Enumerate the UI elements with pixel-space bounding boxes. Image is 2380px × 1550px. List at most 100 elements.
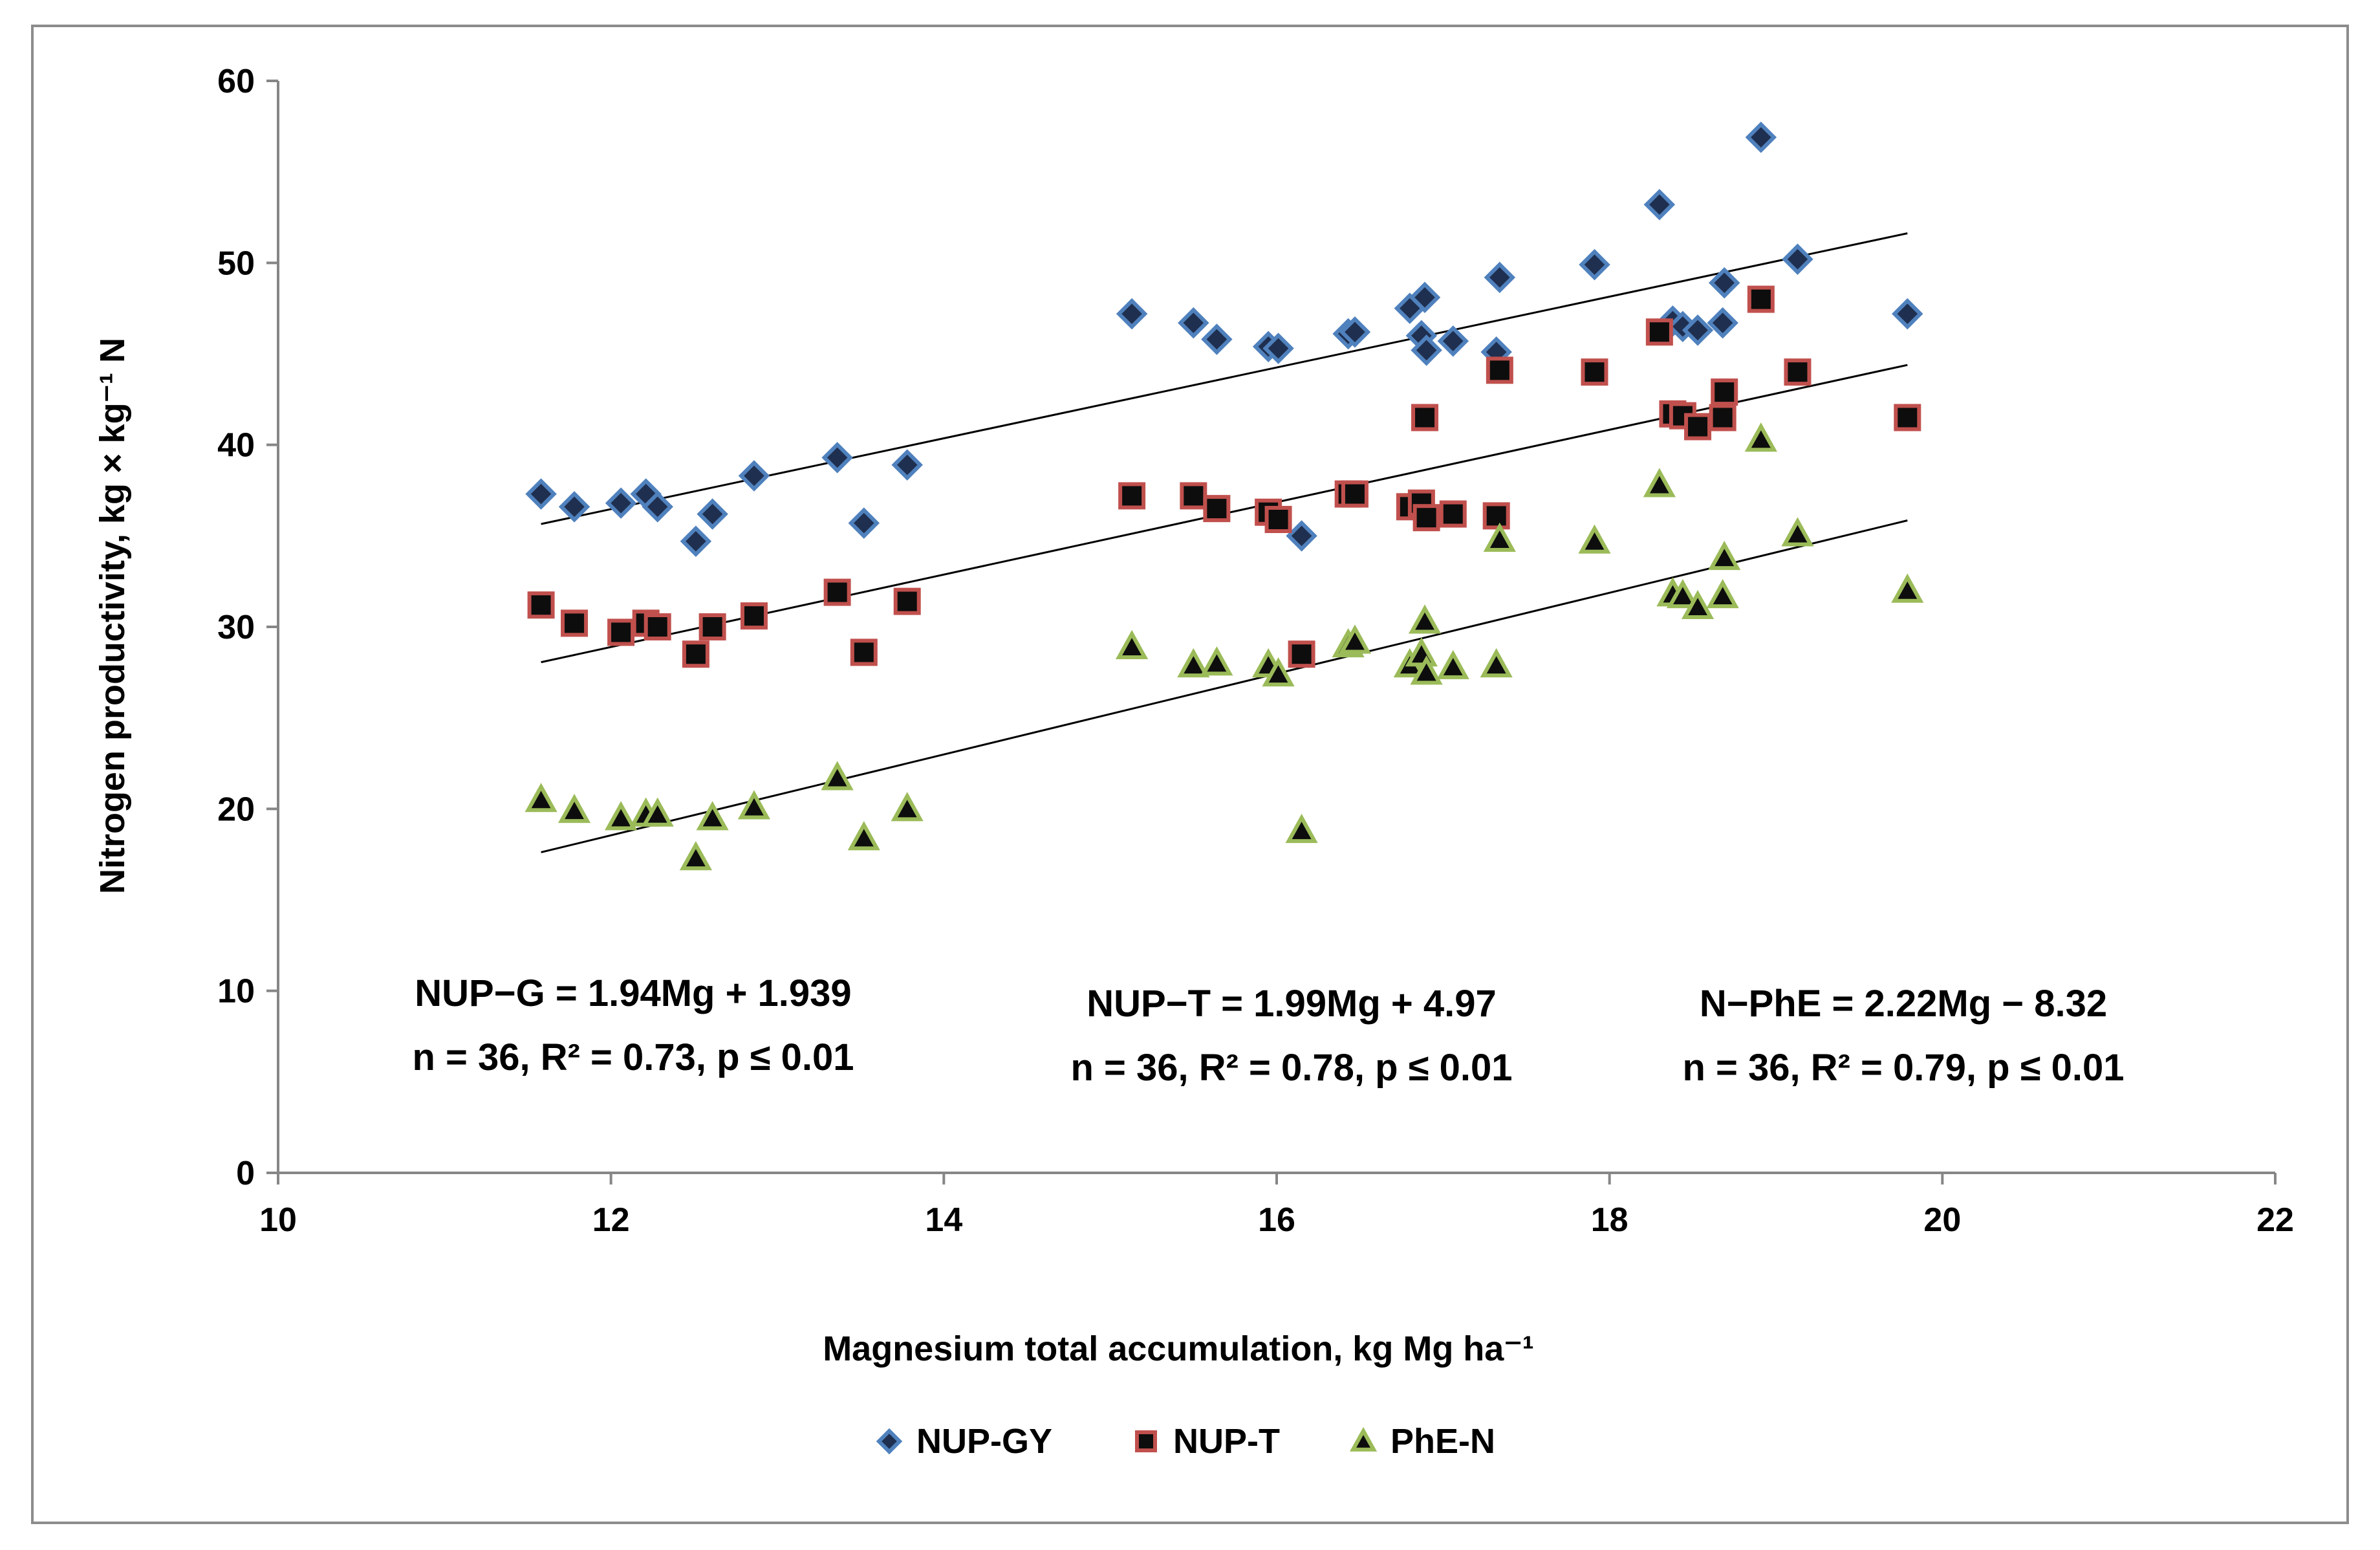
data-point [1262, 333, 1294, 364]
data-point [1339, 316, 1371, 348]
data-point [1579, 248, 1610, 281]
x-tick-label: 18 [1591, 1201, 1628, 1239]
data-point [1262, 657, 1295, 687]
data-point [848, 507, 880, 539]
data-point [1409, 281, 1441, 314]
data-point [893, 587, 921, 615]
data-point [607, 618, 635, 646]
y-tick-label: 50 [217, 245, 255, 282]
data-point [1681, 589, 1715, 620]
series-nup-gy [525, 121, 1923, 558]
data-point [557, 793, 591, 824]
data-point [1747, 285, 1775, 313]
data-point [527, 591, 555, 619]
data-point [1286, 520, 1317, 552]
data-point [679, 841, 713, 871]
data-point [850, 639, 878, 666]
legend-marker [876, 1428, 903, 1455]
data-point [1643, 468, 1676, 497]
data-point [1708, 267, 1740, 299]
y-axis-title: Nitrogen productivity, kg × kg⁻¹ N [93, 338, 132, 894]
data-point [1412, 504, 1440, 532]
y-tick-label: 30 [217, 609, 255, 646]
data-point [558, 491, 590, 523]
legend-label: NUP-GY [916, 1422, 1052, 1461]
data-point [1178, 307, 1209, 339]
series-nup-t [527, 285, 1921, 668]
data-point [1643, 189, 1676, 221]
data-point [1782, 243, 1813, 275]
data-point [641, 797, 674, 827]
y-tick-label: 60 [217, 63, 255, 100]
trendline-phe-n [541, 519, 1908, 853]
data-points [525, 121, 1924, 871]
y-tick-label: 0 [236, 1155, 255, 1192]
data-point [605, 801, 638, 831]
phe-n-stats: n = 36, R² = 0.79, p ≤ 0.01 [1682, 1047, 2124, 1089]
data-point [561, 609, 589, 637]
data-point [1892, 298, 1923, 330]
y-tick-label: 40 [217, 427, 255, 464]
data-point [1708, 540, 1741, 571]
data-point [1410, 655, 1443, 685]
y-tick-label: 10 [217, 973, 255, 1010]
legend: NUP-GY NUP-T PhE-N [876, 1422, 1495, 1461]
data-point [1744, 422, 1777, 452]
data-point [1581, 358, 1608, 386]
data-point [1483, 522, 1516, 552]
legend-item-phe-n: PhE-N [1349, 1422, 1495, 1461]
data-point [1408, 604, 1442, 634]
data-point [1745, 121, 1777, 153]
data-point [1288, 640, 1315, 668]
data-point [737, 790, 771, 820]
x-tick-label: 12 [592, 1201, 630, 1239]
data-point [1411, 334, 1442, 366]
data-point [1177, 648, 1210, 678]
data-point [1894, 404, 1921, 431]
data-point [1781, 517, 1814, 547]
data-point [1709, 404, 1736, 431]
data-point [1482, 502, 1510, 530]
data-point [1437, 325, 1469, 357]
legend-marker [1349, 1426, 1378, 1452]
data-point [1484, 261, 1516, 294]
nup-g-equation: NUP−G = 1.94Mg + 1.939 [415, 972, 851, 1014]
legend-label: NUP-T [1173, 1422, 1280, 1461]
legend-marker [1135, 1430, 1157, 1452]
data-point [1645, 318, 1673, 346]
data-point [740, 602, 768, 630]
data-point [821, 442, 853, 474]
data-point [1707, 307, 1738, 339]
data-point [1341, 480, 1368, 508]
data-point [1684, 413, 1712, 441]
chart-frame [31, 25, 2349, 1524]
data-point [1891, 573, 1924, 603]
data-point [1201, 323, 1233, 355]
data-point [644, 613, 671, 640]
data-point [1436, 649, 1469, 679]
series-phe-n [525, 422, 1924, 871]
data-point [605, 487, 637, 519]
nup-t-equation: NUP−T = 1.99Mg + 4.97 [1087, 983, 1496, 1025]
data-point [1439, 500, 1467, 528]
nup-t-stats: n = 36, R² = 0.78, p ≤ 0.01 [1070, 1047, 1512, 1089]
data-point [1480, 648, 1513, 678]
y-tick-label: 20 [217, 791, 255, 828]
data-point [1411, 404, 1439, 431]
data-point [823, 578, 851, 606]
x-tick-label: 16 [1258, 1201, 1295, 1239]
data-point [680, 525, 712, 558]
data-point [1200, 646, 1233, 676]
x-tick-label: 10 [259, 1201, 297, 1239]
data-point [891, 792, 924, 822]
data-point [697, 498, 728, 530]
data-point [698, 613, 726, 640]
data-point [1578, 524, 1611, 554]
data-point [891, 449, 923, 481]
data-point [1666, 578, 1699, 609]
data-point [1486, 356, 1513, 384]
data-point [1682, 314, 1714, 346]
x-axis-title: Magnesium total accumulation, kg Mg ha⁻¹ [823, 1329, 1534, 1368]
